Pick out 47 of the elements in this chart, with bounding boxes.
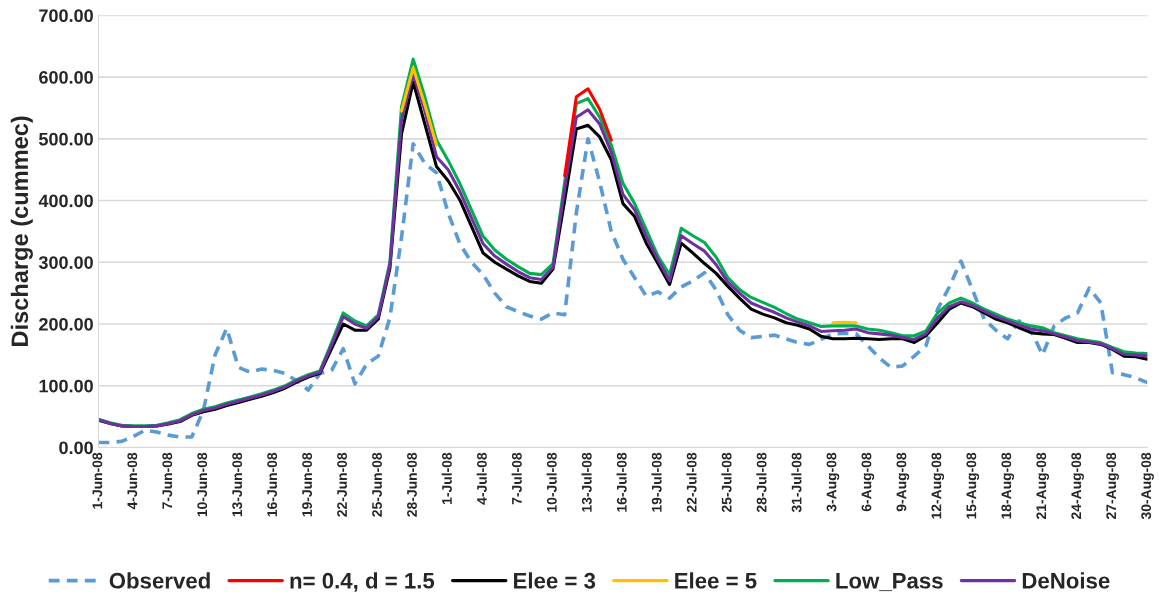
y-tick-label: 100.00 <box>39 379 93 393</box>
y-tick-label: 300.00 <box>38 256 93 270</box>
x-tick-label: 22-Jun-08 <box>337 452 347 517</box>
x-tick-label: 28-Jul-08 <box>756 452 767 513</box>
y-tick-label: 500.00 <box>38 132 93 146</box>
x-tick-label: 10-Jul-08 <box>546 452 557 512</box>
legend-label: Elee = 5 <box>675 572 757 589</box>
legend-label: Elee = 3 <box>514 572 596 589</box>
x-tick-label: 13-Jun-08 <box>232 452 243 517</box>
y-tick-label: 400.00 <box>38 194 93 208</box>
y-tick-label: 0.00 <box>59 441 93 455</box>
x-tick-label: 13-Jul-08 <box>581 452 592 512</box>
legend-label: DeNoise <box>1022 572 1110 589</box>
x-tick-label: 22-Jul-08 <box>686 452 697 513</box>
line-series <box>563 87 613 178</box>
x-tick-label: 18-Aug-08 <box>1001 452 1015 519</box>
x-tick-label: 1-Jun-08 <box>92 452 103 509</box>
y-tick-label: 700.00 <box>39 9 93 23</box>
y-tick-label: 600.00 <box>39 71 93 84</box>
x-tick-label: 7-Jul-08 <box>511 452 522 505</box>
x-tick-label: 19-Jun-08 <box>302 452 313 517</box>
x-tick-label: 28-Jun-08 <box>407 452 417 517</box>
x-tick-label: 16-Jun-08 <box>267 452 278 517</box>
x-tick-label: 10-Jun-08 <box>197 452 208 517</box>
x-tick-label: 7-Jun-08 <box>162 452 173 509</box>
x-tick-label: 4-Jun-08 <box>127 452 138 510</box>
x-tick-label: 6-Aug-08 <box>861 452 875 512</box>
legend-label: Observed <box>109 572 210 589</box>
y-tick-label: 200.00 <box>39 317 93 331</box>
x-tick-label: 16-Jul-08 <box>616 452 627 512</box>
x-tick-label: 4-Jul-08 <box>476 452 487 505</box>
x-tick-label: 30-Aug-08 <box>1141 452 1154 520</box>
x-tick-label: 15-Aug-08 <box>966 452 980 519</box>
x-tick-label: 24-Aug-08 <box>1071 452 1084 520</box>
x-tick-label: 31-Jul-08 <box>791 452 802 513</box>
legend-label: n= 0.4, d = 1.5 <box>290 572 435 592</box>
x-tick-label: 25-Jul-08 <box>721 452 732 513</box>
legend-label: Low_Pass <box>836 573 943 592</box>
x-tick-label: 25-Jun-08 <box>372 452 382 517</box>
x-tick-label: 1-Jul-08 <box>441 452 452 504</box>
x-tick-label: 12-Aug-08 <box>931 452 945 519</box>
x-tick-label: 3-Aug-08 <box>826 452 840 512</box>
x-tick-label: 27-Aug-08 <box>1106 452 1119 520</box>
x-tick-label: 9-Aug-08 <box>896 452 910 512</box>
y-axis-title: Discharge (cummec) <box>10 116 33 346</box>
x-tick-label: 19-Jul-08 <box>651 452 662 512</box>
x-tick-label: 21-Aug-08 <box>1036 452 1049 520</box>
